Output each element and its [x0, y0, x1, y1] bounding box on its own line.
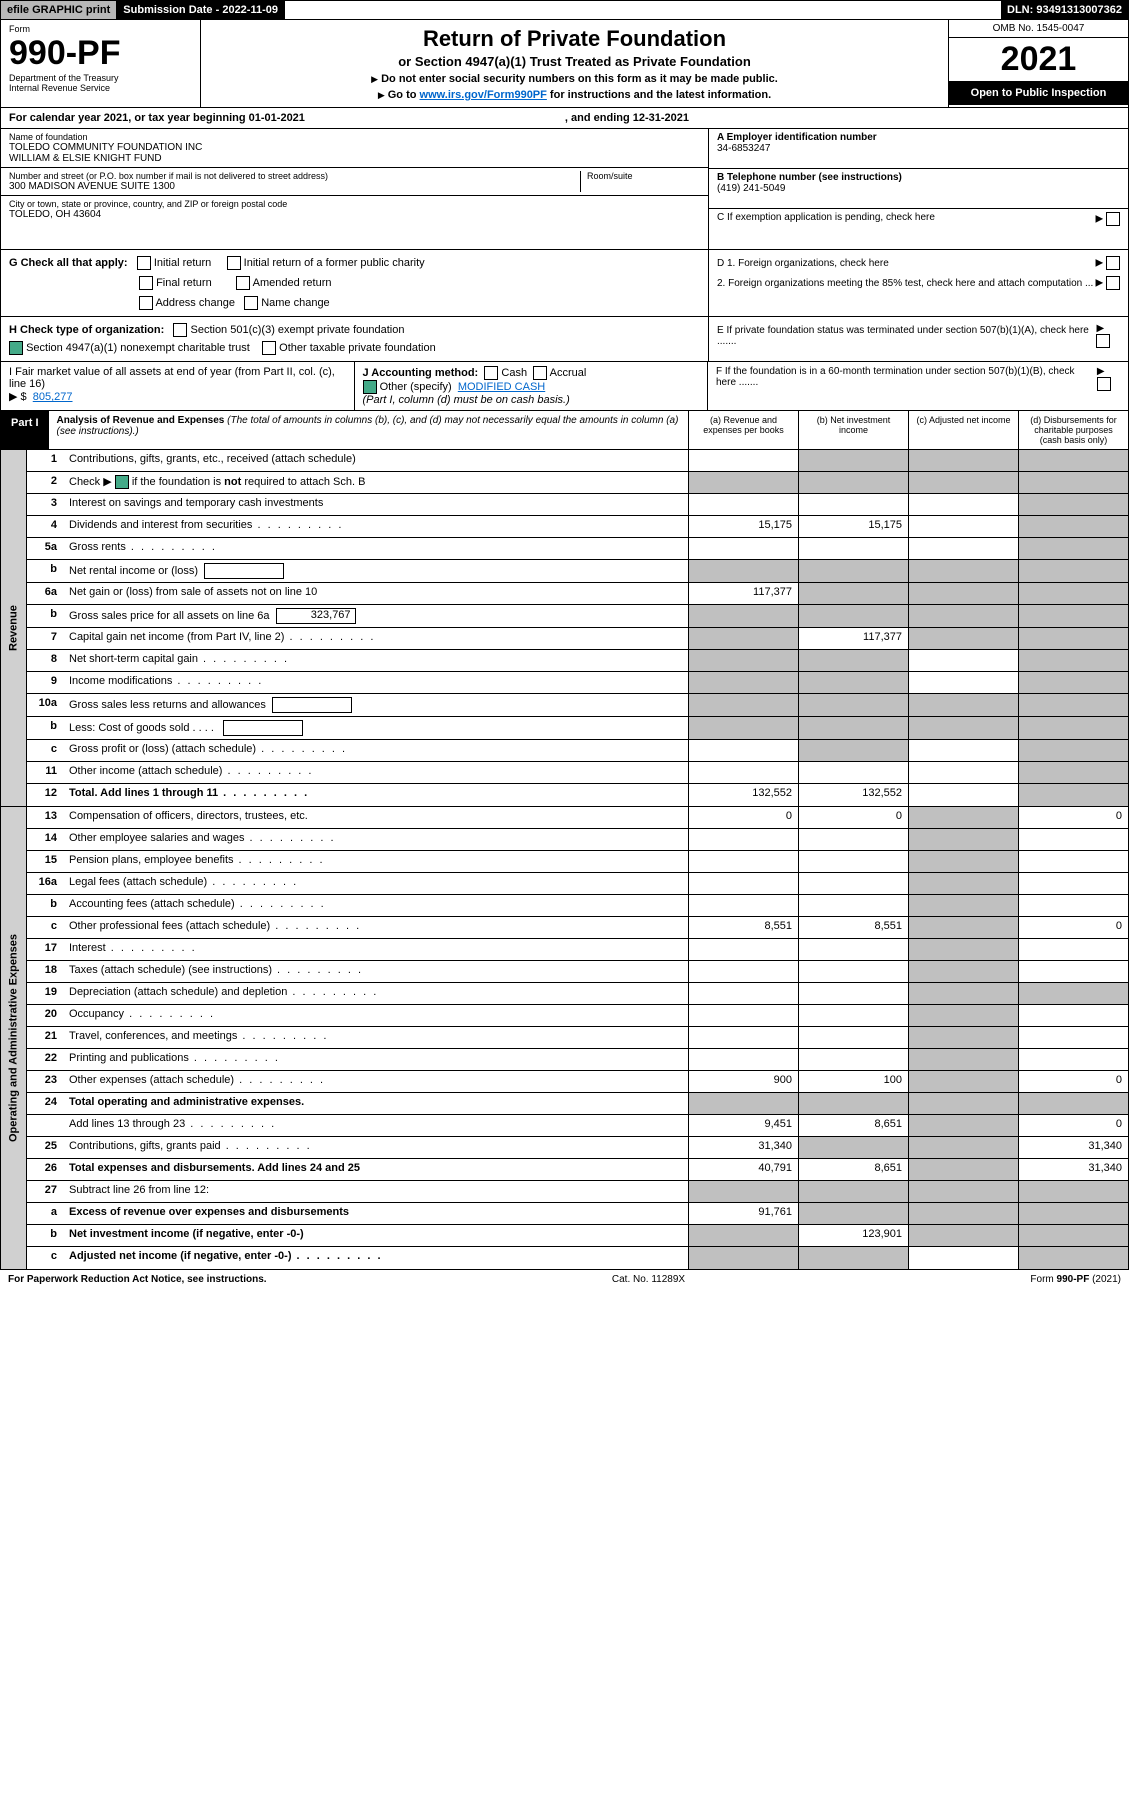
i-label: I Fair market value of all assets at end… [9, 366, 346, 390]
dln: DLN: 93491313007362 [1001, 1, 1128, 19]
d1-checkbox[interactable] [1106, 256, 1120, 270]
other-method-value: MODIFIED CASH [458, 381, 545, 393]
ijf-row: I Fair market value of all assets at end… [0, 362, 1129, 411]
efile-label[interactable]: efile GRAPHIC print [1, 1, 117, 19]
cat-no: Cat. No. 11289X [612, 1274, 685, 1285]
501c3-checkbox[interactable] [173, 323, 187, 337]
submission-date: Submission Date - 2022-11-09 [117, 1, 285, 19]
other-method-checkbox[interactable] [363, 380, 377, 394]
e-label: E If private foundation status was termi… [717, 325, 1096, 347]
col-d-header: (d) Disbursements for charitable purpose… [1018, 411, 1128, 449]
expenses-side-label: Operating and Administrative Expenses [1, 807, 27, 1269]
info-grid: Name of foundation TOLEDO COMMUNITY FOUN… [0, 129, 1129, 250]
topbar: efile GRAPHIC print Submission Date - 20… [0, 0, 1129, 20]
h-label: H Check type of organization: Section 50… [9, 323, 700, 337]
col-b-header: (b) Net investment income [798, 411, 908, 449]
irs: Internal Revenue Service [9, 83, 192, 93]
note-2: Go to www.irs.gov/Form990PF for instruct… [207, 89, 942, 101]
other-taxable-checkbox[interactable] [262, 341, 276, 355]
part1-header: Part I Analysis of Revenue and Expenses … [0, 411, 1129, 450]
d1-label: D 1. Foreign organizations, check here [717, 258, 889, 269]
form-footer: Form 990-PF (2021) [1030, 1274, 1121, 1285]
d2-checkbox[interactable] [1106, 276, 1120, 290]
note-1: Do not enter social security numbers on … [207, 73, 942, 85]
f-checkbox[interactable] [1097, 377, 1111, 391]
d2-label: 2. Foreign organizations meeting the 85%… [717, 278, 1093, 289]
omb-number: OMB No. 1545-0047 [949, 20, 1128, 38]
revenue-table: Revenue 1Contributions, gifts, grants, e… [0, 450, 1129, 807]
form-title: Return of Private Foundation [207, 26, 942, 52]
city: TOLEDO, OH 43604 [9, 209, 700, 220]
page-footer: For Paperwork Reduction Act Notice, see … [0, 1270, 1129, 1289]
expenses-table: Operating and Administrative Expenses 13… [0, 807, 1129, 1270]
4947-checkbox[interactable] [9, 341, 23, 355]
initial-former-checkbox[interactable] [227, 256, 241, 270]
form990pf-link[interactable]: www.irs.gov/Form990PF [420, 89, 547, 101]
g-d-row: G Check all that apply: Initial return I… [0, 250, 1129, 317]
accrual-checkbox[interactable] [533, 366, 547, 380]
phone-label: B Telephone number (see instructions) [717, 172, 902, 183]
c-label: C If exemption application is pending, c… [717, 212, 935, 226]
tax-year: 2021 [949, 38, 1128, 81]
form-header: Form 990-PF Department of the Treasury I… [0, 20, 1129, 108]
address: 300 MADISON AVENUE SUITE 1300 [9, 181, 580, 192]
j-label: J Accounting method: [363, 367, 479, 379]
h-e-row: H Check type of organization: Section 50… [0, 317, 1129, 362]
addr-label: Number and street (or P.O. box number if… [9, 171, 580, 181]
final-return-checkbox[interactable] [139, 276, 153, 290]
address-change-checkbox[interactable] [139, 296, 153, 310]
col-c-header: (c) Adjusted net income [908, 411, 1018, 449]
room-label: Room/suite [587, 171, 700, 181]
ein-value: 34-6853247 [717, 143, 1120, 154]
col-a-header: (a) Revenue and expenses per books [688, 411, 798, 449]
initial-return-checkbox[interactable] [137, 256, 151, 270]
pra-notice: For Paperwork Reduction Act Notice, see … [8, 1274, 267, 1285]
g-label: G Check all that apply: [9, 257, 128, 269]
phone-value: (419) 241-5049 [717, 183, 1120, 194]
name-change-checkbox[interactable] [244, 296, 258, 310]
form-subtitle: or Section 4947(a)(1) Trust Treated as P… [207, 54, 942, 69]
foundation-name-2: WILLIAM & ELSIE KNIGHT FUND [9, 153, 700, 164]
calendar-year-row: For calendar year 2021, or tax year begi… [0, 108, 1129, 129]
j-note: (Part I, column (d) must be on cash basi… [363, 394, 700, 406]
fmv-value[interactable]: 805,277 [33, 391, 73, 403]
open-to-public: Open to Public Inspection [949, 81, 1128, 105]
name-label: Name of foundation [9, 132, 700, 142]
gross-sales-6b: 323,767 [276, 608, 356, 624]
foundation-name-1: TOLEDO COMMUNITY FOUNDATION INC [9, 142, 700, 153]
form-number: 990-PF [9, 34, 192, 73]
amended-return-checkbox[interactable] [236, 276, 250, 290]
cash-checkbox[interactable] [484, 366, 498, 380]
part1-label: Part I [1, 411, 49, 449]
f-label: F If the foundation is in a 60-month ter… [716, 366, 1097, 391]
ein-label: A Employer identification number [717, 132, 877, 143]
schb-checkbox[interactable] [115, 475, 129, 489]
revenue-side-label: Revenue [1, 450, 27, 806]
city-label: City or town, state or province, country… [9, 199, 700, 209]
e-checkbox[interactable] [1096, 334, 1110, 348]
dept: Department of the Treasury [9, 73, 192, 83]
form-label: Form [9, 24, 192, 34]
c-checkbox[interactable] [1106, 212, 1120, 226]
